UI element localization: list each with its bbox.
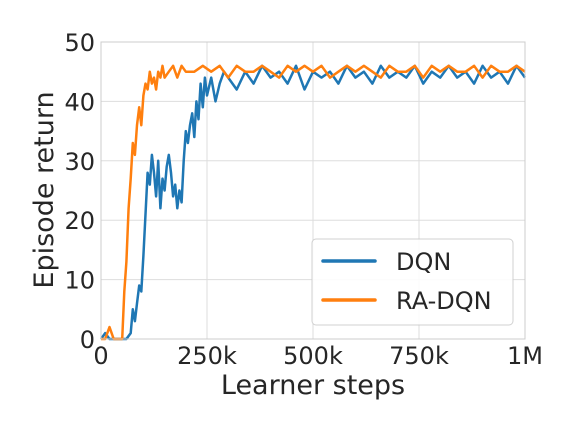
y-tick-label: 40 <box>64 88 95 116</box>
x-tick-label: 500k <box>283 342 343 370</box>
x-tick-label: 1M <box>507 342 543 370</box>
y-axis-label: Episode return <box>29 91 60 288</box>
axes <box>100 41 526 340</box>
tick-labels: 0 250k 500k 750k 1M 0 10 20 30 40 50 <box>64 29 543 370</box>
series-line-dqn <box>99 64 527 341</box>
y-tick-label: 50 <box>64 29 95 57</box>
legend-label-ra-dqn: RA-DQN <box>396 287 492 315</box>
legend-label-dqn: DQN <box>396 248 451 276</box>
x-tick-label: 0 <box>93 342 108 370</box>
y-tick-label: 30 <box>64 148 95 176</box>
y-tick-label: 0 <box>80 326 95 354</box>
series-layer <box>99 64 527 341</box>
x-tick-label: 250k <box>177 342 237 370</box>
series-line-ra-dqn <box>101 64 526 341</box>
x-tick-label: 750k <box>389 342 449 370</box>
y-tick-label: 20 <box>64 207 95 235</box>
x-axis-label: Learner steps <box>221 370 405 401</box>
legend: DQN RA-DQN <box>311 238 514 326</box>
plot-frame <box>100 41 526 340</box>
y-tick-label: 10 <box>64 267 95 295</box>
